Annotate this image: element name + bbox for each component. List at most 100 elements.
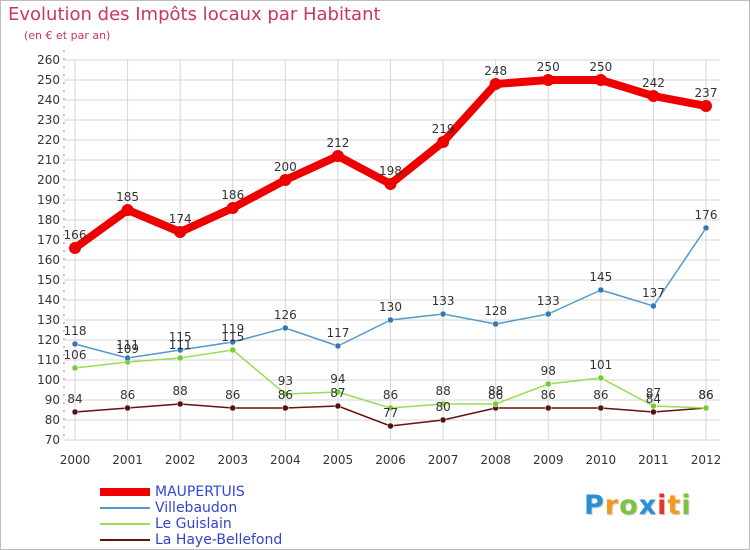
data-point — [650, 402, 657, 410]
data-label: 86 — [488, 388, 503, 402]
y-tick-label: 230 — [37, 113, 60, 127]
logo-letter: r — [604, 490, 620, 521]
proxiti-logo: Proxiti — [584, 490, 692, 521]
data-point — [545, 310, 552, 318]
y-tick-label: 70 — [45, 433, 60, 447]
data-point — [384, 178, 397, 190]
data-point — [594, 74, 607, 86]
legend: MAUPERTUIS Villebaudon Le Guislain La Ha… — [100, 484, 282, 548]
data-point — [176, 346, 184, 354]
data-point — [229, 338, 236, 346]
data-label: 126 — [274, 308, 297, 322]
data-label: 77 — [383, 406, 398, 420]
data-point — [229, 346, 236, 354]
data-point — [282, 390, 289, 398]
data-point — [387, 316, 394, 324]
data-label: 111 — [116, 338, 139, 352]
data-label: 86 — [120, 388, 135, 402]
x-tick-label: 2002 — [165, 453, 196, 467]
x-tick-label: 2006 — [375, 453, 406, 467]
y-tick-label: 190 — [37, 193, 60, 207]
data-label: 185 — [116, 190, 139, 204]
legend-item-villebaudon: Villebaudon — [100, 500, 282, 516]
y-tick-label: 160 — [37, 253, 60, 267]
data-point — [489, 78, 502, 90]
data-label: 219 — [432, 122, 455, 136]
data-label: 242 — [642, 76, 665, 90]
data-label: 118 — [64, 324, 87, 338]
y-tick-label: 90 — [45, 393, 60, 407]
data-point — [282, 324, 289, 332]
data-label: 86 — [698, 388, 713, 402]
data-point — [439, 416, 447, 424]
data-label: 80 — [435, 400, 450, 414]
legend-item-maupertuis: MAUPERTUIS — [100, 484, 282, 500]
y-tick-label: 250 — [37, 73, 60, 87]
x-tick-label: 2012 — [691, 453, 722, 467]
data-point — [700, 100, 712, 112]
data-point — [650, 408, 657, 416]
data-label: 101 — [589, 358, 612, 372]
y-tick-label: 140 — [37, 293, 60, 307]
data-label: 84 — [646, 392, 661, 406]
data-label: 93 — [278, 374, 293, 388]
data-label: 86 — [225, 388, 240, 402]
data-label: 145 — [589, 270, 612, 284]
data-label: 86 — [383, 388, 398, 402]
data-point — [334, 342, 342, 350]
chart-subtitle: (en € et par an) — [24, 29, 111, 42]
data-label: 115 — [221, 330, 244, 344]
y-tick-label: 170 — [37, 233, 60, 247]
x-tick-label: 2000 — [60, 453, 91, 467]
y-tick-label: 130 — [37, 313, 60, 327]
x-tick-label: 2001 — [112, 453, 143, 467]
legend-item-le-guislain: Le Guislain — [100, 516, 282, 532]
data-label: 250 — [589, 60, 612, 74]
data-label: 166 — [64, 228, 87, 242]
data-label: 137 — [642, 286, 665, 300]
data-point — [542, 74, 555, 86]
data-label: 250 — [537, 60, 560, 74]
y-tick-label: 100 — [37, 373, 60, 387]
data-point — [279, 174, 292, 186]
legend-label-villebaudon: Villebaudon — [155, 500, 238, 516]
data-point — [71, 340, 79, 348]
x-tick-label: 2011 — [638, 453, 669, 467]
legend-swatch-maupertuis — [100, 488, 150, 496]
data-label: 86 — [541, 388, 556, 402]
data-label: 88 — [173, 384, 188, 398]
data-point — [334, 402, 342, 410]
y-tick-label: 120 — [37, 333, 60, 347]
data-label: 237 — [695, 86, 718, 100]
legend-swatch-le-guislain — [100, 523, 150, 525]
data-label: 84 — [67, 392, 82, 406]
data-label: 248 — [484, 64, 507, 78]
x-tick-label: 2010 — [586, 453, 617, 467]
logo-letter: P — [584, 490, 605, 521]
y-tick-label: 240 — [37, 93, 60, 107]
data-point — [71, 408, 79, 416]
data-point — [229, 404, 236, 412]
data-point — [492, 400, 499, 408]
data-label: 94 — [330, 372, 345, 386]
data-point — [174, 226, 187, 238]
data-label: 119 — [221, 322, 244, 336]
data-label: 128 — [484, 304, 507, 318]
data-point — [597, 374, 605, 382]
data-label: 88 — [435, 384, 450, 398]
data-point — [597, 404, 605, 412]
data-point — [69, 242, 81, 254]
data-label: 133 — [432, 294, 455, 308]
data-point — [176, 354, 184, 362]
logo-letter: i — [657, 490, 668, 521]
data-point — [71, 364, 79, 372]
data-label: 88 — [488, 384, 503, 398]
data-point — [226, 202, 239, 214]
data-label: 200 — [274, 160, 297, 174]
data-label: 86 — [698, 388, 713, 402]
data-label: 98 — [541, 364, 556, 378]
data-point — [545, 404, 552, 412]
data-point — [439, 400, 447, 408]
